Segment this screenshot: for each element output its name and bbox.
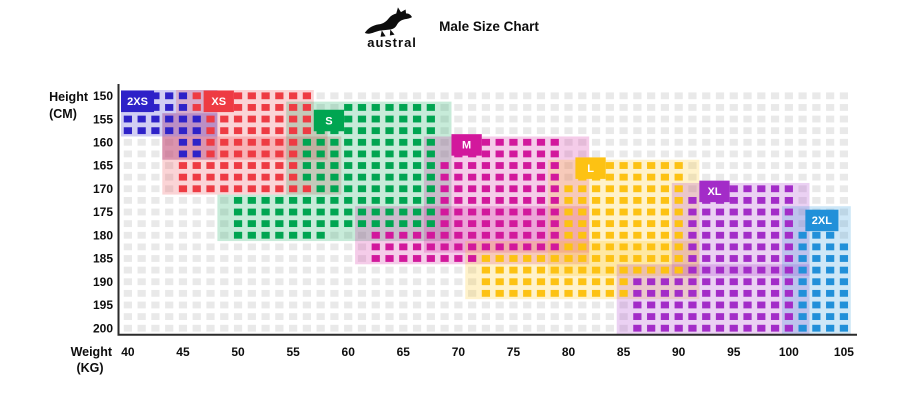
- axes: [117, 84, 857, 336]
- svg-text:55: 55: [286, 345, 300, 359]
- size-region-2xl: [798, 231, 849, 332]
- svg-text:90: 90: [672, 345, 686, 359]
- svg-text:180: 180: [93, 228, 113, 242]
- y-axis-title-line1: Height: [49, 90, 89, 104]
- svg-text:60: 60: [342, 345, 356, 359]
- x-axis-title-line1: Weight: [71, 345, 113, 359]
- svg-text:M: M: [462, 140, 471, 152]
- tint-area-m: [355, 136, 590, 265]
- svg-text:75: 75: [507, 345, 521, 359]
- svg-text:2XL: 2XL: [812, 215, 832, 227]
- brand-word: austral: [367, 35, 417, 50]
- size-region-s: [233, 104, 435, 239]
- tint-area-xs: [162, 90, 342, 195]
- size-label-2xl: 2XL: [805, 209, 839, 232]
- svg-text:95: 95: [727, 345, 741, 359]
- page-title: Male Size Chart: [439, 19, 539, 34]
- size-label-s: S: [313, 109, 345, 132]
- svg-text:190: 190: [93, 275, 113, 289]
- svg-text:170: 170: [93, 182, 113, 196]
- size-label-xs: XS: [203, 90, 234, 113]
- y-axis-ticks: 150 155 160 165 170 175 180 185 190 195 200: [93, 89, 113, 335]
- svg-text:155: 155: [93, 112, 113, 126]
- svg-text:80: 80: [562, 345, 576, 359]
- svg-text:S: S: [325, 115, 332, 127]
- size-label-l: L: [575, 157, 606, 179]
- svg-text:185: 185: [93, 252, 113, 266]
- y-axis-title-line2: (CM): [49, 107, 77, 121]
- axis-titles: Height (CM) Weight (KG): [49, 90, 113, 375]
- svg-text:65: 65: [397, 345, 411, 359]
- svg-text:50: 50: [231, 345, 245, 359]
- svg-text:100: 100: [779, 345, 799, 359]
- svg-text:L: L: [587, 163, 594, 175]
- svg-text:XL: XL: [707, 186, 721, 198]
- svg-text:85: 85: [617, 345, 631, 359]
- brand-logo: austral: [361, 4, 423, 49]
- size-label-m: M: [451, 134, 482, 156]
- svg-text:175: 175: [93, 205, 113, 219]
- svg-text:2XS: 2XS: [127, 96, 148, 108]
- svg-text:XS: XS: [211, 96, 226, 108]
- svg-text:165: 165: [93, 159, 113, 173]
- svg-text:150: 150: [93, 89, 113, 103]
- kangaroo-logo-icon: [364, 7, 413, 37]
- svg-text:70: 70: [452, 345, 466, 359]
- svg-text:45: 45: [176, 345, 190, 359]
- header: austral Male Size Chart: [0, 4, 900, 49]
- size-region-xl: [633, 185, 793, 332]
- svg-text:200: 200: [93, 321, 113, 335]
- x-axis-ticks: 40 45 50 55 60 65 70 75 80 85 90 95 100 105: [121, 345, 854, 359]
- svg-text:160: 160: [93, 135, 113, 149]
- size-label-2xs: 2XS: [121, 90, 155, 113]
- svg-text:40: 40: [121, 345, 135, 359]
- size-region-m: [371, 138, 559, 262]
- size-label-xl: XL: [699, 180, 730, 203]
- svg-text:195: 195: [93, 298, 113, 312]
- svg-text:105: 105: [834, 345, 854, 359]
- x-axis-title-line2: (KG): [76, 361, 103, 375]
